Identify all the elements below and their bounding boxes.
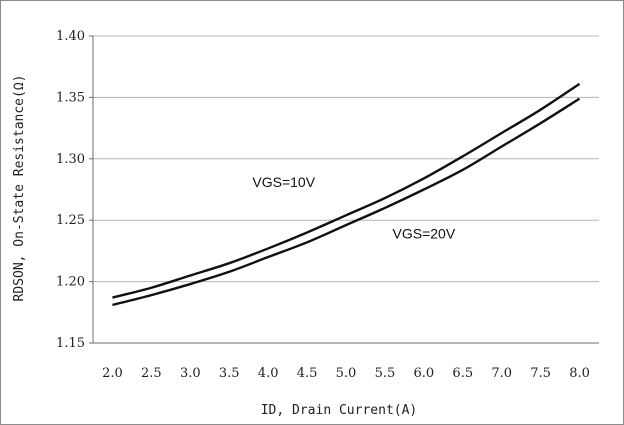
x-tick-label: 7.5 bbox=[530, 366, 551, 381]
series-layer bbox=[112, 82, 581, 307]
y-tick-label: 1.15 bbox=[56, 336, 85, 351]
x-tick-label: 7.0 bbox=[491, 366, 512, 381]
axes: 1.15 1.20 1.25 1.30 1.35 1.40 2.0 2.5 3.0 3.5 4.0 4… bbox=[56, 29, 590, 381]
y-tick-label: 1.40 bbox=[56, 29, 85, 44]
y-axis-title: RDSON, On-State Resistance(Ω) bbox=[12, 75, 27, 302]
x-tick-label: 2.5 bbox=[141, 366, 162, 381]
series-label-vgs-10v: VGS=10V bbox=[252, 174, 315, 190]
x-tick-label: 6.5 bbox=[452, 366, 473, 381]
y-tick-label: 1.25 bbox=[56, 213, 85, 228]
x-tick-label: 5.5 bbox=[375, 366, 396, 381]
x-tick-label: 8.0 bbox=[569, 366, 590, 381]
x-tick-label: 6.0 bbox=[414, 366, 435, 381]
label-layer: VGS=10V VGS=20V bbox=[252, 174, 455, 242]
y-tick-label: 1.30 bbox=[56, 152, 85, 167]
x-tick-label: 3.0 bbox=[180, 366, 201, 381]
x-tick-label: 4.0 bbox=[258, 366, 279, 381]
series-line-vgs-10v bbox=[112, 82, 581, 299]
x-tick-label: 5.0 bbox=[336, 366, 357, 381]
y-tick-label: 1.35 bbox=[56, 90, 85, 105]
series-line-vgs-20v bbox=[112, 97, 581, 307]
series-label-vgs-20v: VGS=20V bbox=[393, 226, 456, 242]
x-tick-label: 4.5 bbox=[297, 366, 318, 381]
y-tick-label: 1.20 bbox=[56, 275, 85, 290]
x-tick-label: 2.0 bbox=[102, 366, 123, 381]
x-axis-title: ID, Drain Current(A) bbox=[261, 403, 418, 418]
x-tick-label: 3.5 bbox=[219, 366, 240, 381]
grid-layer bbox=[93, 35, 599, 344]
